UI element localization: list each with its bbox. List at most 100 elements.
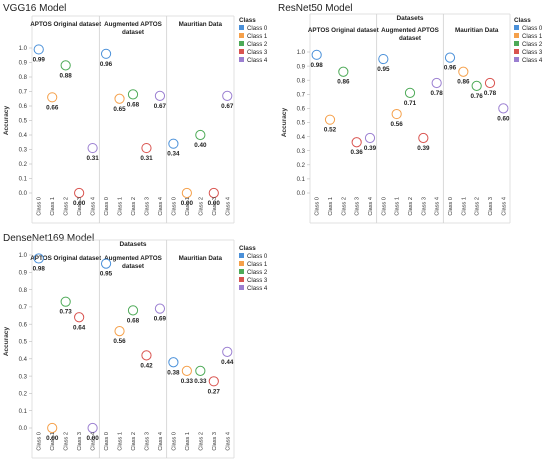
legend-label-class-1: Class 1	[247, 33, 268, 40]
x-category-label: Class 0	[315, 197, 321, 216]
value-label: 0.69	[154, 316, 167, 323]
y-tick-label: 0.5	[297, 121, 306, 127]
value-label: 0.65	[113, 106, 126, 113]
x-category-label: Class 0	[171, 197, 177, 216]
legend-label-class-4: Class 4	[247, 57, 268, 64]
x-category-label: Class 2	[64, 432, 70, 451]
x-category-label: Class 4	[225, 197, 231, 216]
y-tick-label: 0.3	[19, 148, 28, 154]
dataset-header: Augmented APTOS	[104, 21, 162, 28]
datasets-super-header: Datasets	[396, 15, 423, 22]
class-2-marker	[60, 296, 71, 307]
class-4-marker	[154, 90, 166, 101]
class-2-marker	[195, 365, 206, 377]
legend-label-class-0: Class 0	[522, 25, 543, 32]
legend-label-class-3: Class 3	[522, 49, 543, 56]
y-tick-label: 0.7	[297, 93, 306, 99]
y-tick-label: 0.6	[19, 322, 28, 328]
class-4-marker	[87, 142, 98, 154]
x-category-label: Class 3	[212, 197, 218, 216]
y-tick-label: 0.7	[19, 305, 28, 311]
value-label: 0.36	[351, 149, 364, 156]
value-label: 0.73	[60, 309, 73, 316]
legend-label-class-0: Class 0	[247, 25, 268, 32]
y-tick-label: 0.2	[297, 163, 306, 169]
y-axis-label: Accuracy	[281, 107, 288, 137]
x-category-label: Class 2	[475, 197, 481, 216]
x-category-label: Class 3	[355, 197, 361, 216]
y-axis-label: Accuracy	[3, 326, 10, 356]
value-label: 0.99	[33, 56, 46, 63]
y-tick-label: 0.7	[19, 90, 28, 96]
class-2-marker	[338, 66, 349, 77]
x-category-label: Class 4	[91, 197, 97, 216]
y-tick-label: 1.0	[297, 50, 306, 56]
class-2-marker	[60, 60, 71, 71]
legend-swatch-class-0	[239, 253, 244, 258]
y-tick-label: 0.8	[19, 288, 28, 294]
value-label: 0.60	[497, 115, 510, 122]
y-tick-label: 0.9	[19, 271, 28, 277]
x-category-label: Class 1	[50, 432, 56, 451]
legend-label-class-3: Class 3	[247, 277, 268, 284]
class-4-marker	[87, 422, 98, 434]
value-label: 0.88	[60, 72, 73, 79]
value-label: 0.33	[194, 378, 207, 385]
x-category-label: Class 3	[421, 197, 427, 216]
class-0-marker	[33, 44, 44, 55]
legend-swatch-class-0	[239, 25, 244, 30]
x-category-label: Class 1	[118, 432, 124, 451]
class-3-marker	[141, 350, 152, 361]
x-category-label: Class 3	[77, 197, 83, 216]
dataset-header: APTOS Original dataset	[30, 21, 102, 28]
class-1-marker	[114, 93, 125, 104]
class-1-marker	[181, 187, 192, 199]
y-tick-label: 1.0	[19, 253, 28, 259]
x-category-label: Class 1	[395, 197, 401, 216]
legend-swatch-class-3	[239, 49, 244, 54]
legend-label-class-4: Class 4	[247, 285, 268, 292]
class-2-marker	[127, 305, 139, 316]
class-2-marker	[195, 129, 206, 141]
value-label: 0.95	[100, 271, 113, 278]
value-label: 0.76	[471, 93, 484, 100]
class-3-marker	[484, 77, 496, 89]
y-tick-label: 0.9	[19, 61, 28, 67]
legend-label-class-3: Class 3	[247, 49, 268, 56]
value-label: 0.71	[404, 100, 417, 107]
y-tick-label: 0.4	[19, 357, 28, 363]
x-category-label: Class 1	[461, 197, 467, 216]
x-category-label: Class 2	[198, 197, 204, 216]
legend-title: Class	[239, 17, 256, 24]
legend-label-class-2: Class 2	[247, 41, 268, 48]
y-tick-label: 0.8	[297, 78, 306, 84]
value-label: 0.98	[311, 62, 324, 69]
class-3-marker	[74, 187, 85, 199]
value-label: 0.34	[167, 151, 180, 158]
x-category-label: Class 4	[91, 432, 97, 451]
dataset-header: APTOS Original dataset	[30, 255, 102, 262]
x-category-label: Class 2	[131, 432, 137, 451]
x-category-label: Class 0	[37, 432, 43, 451]
class-3-marker	[208, 187, 219, 199]
y-tick-label: 0.3	[297, 149, 306, 155]
legend-swatch-class-2	[514, 41, 519, 46]
value-label: 0.52	[324, 127, 337, 134]
class-2-marker	[471, 80, 482, 91]
class-4-marker	[222, 346, 233, 357]
value-label: 0.00	[73, 200, 86, 207]
y-tick-label: 0.1	[19, 177, 28, 183]
legend-swatch-class-2	[239, 269, 244, 274]
y-tick-label: 0.9	[297, 64, 306, 70]
x-category-label: Class 4	[501, 197, 507, 216]
y-tick-label: 0.1	[297, 177, 306, 183]
datasets-super-header: Datasets	[119, 241, 146, 248]
value-label: 0.68	[127, 317, 140, 324]
legend-swatch-class-1	[514, 33, 519, 38]
x-category-label: Class 2	[131, 197, 137, 216]
class-1-marker	[391, 108, 402, 120]
x-category-label: Class 3	[144, 197, 150, 216]
class-0-marker	[378, 53, 389, 65]
dataset-header: dataset	[399, 35, 422, 42]
